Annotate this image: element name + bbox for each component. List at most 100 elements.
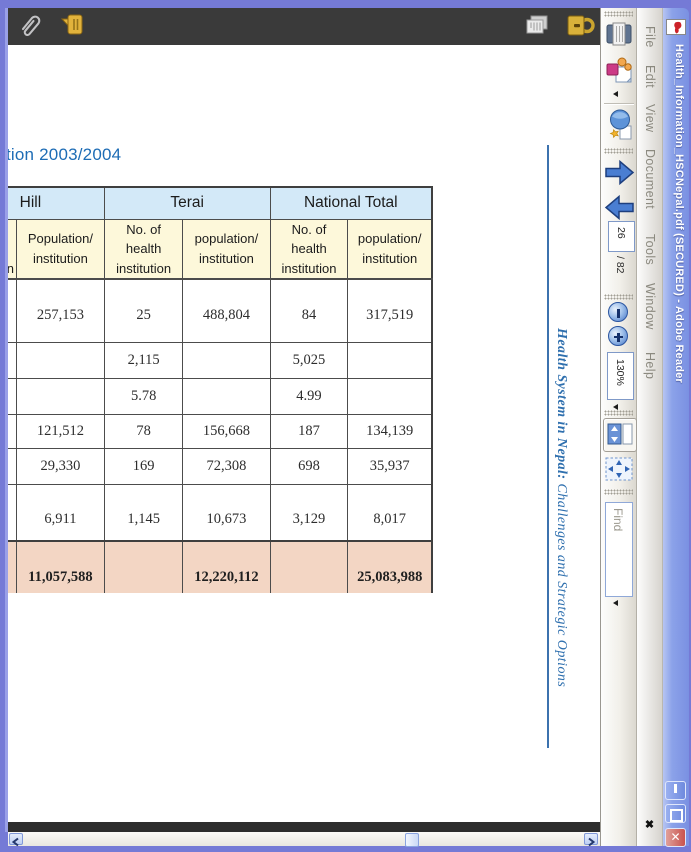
review-comment-button[interactable] xyxy=(604,55,634,90)
minimize-button[interactable] xyxy=(665,781,686,800)
previous-page-button[interactable] xyxy=(603,157,636,193)
dropdown-arrow-icon[interactable] xyxy=(613,91,618,97)
table-cell xyxy=(8,278,17,343)
table-total-cell: 12,220,112 xyxy=(182,540,271,593)
scrollbar-thumb[interactable] xyxy=(405,833,419,847)
table-cell xyxy=(347,341,433,379)
table-total-cell: 25,083,988 xyxy=(347,540,433,593)
menu-document[interactable]: Document xyxy=(643,149,657,210)
table-cell: 169 xyxy=(103,447,184,485)
chevron-right-icon xyxy=(585,834,597,851)
table-cell xyxy=(182,341,271,379)
table-cell: 121,512 xyxy=(15,413,105,449)
side-caption-regular: Challenges and Strategic Options xyxy=(554,479,569,688)
toolbar-separator xyxy=(604,103,634,105)
menu-tools[interactable]: Tools xyxy=(643,234,657,266)
pages-panel-button[interactable] xyxy=(521,12,551,44)
pdf-file-icon[interactable] xyxy=(665,17,687,43)
attachments-panel-button[interactable] xyxy=(17,11,43,46)
table-column-header: No. of health institution xyxy=(103,218,184,280)
table-cell: 3,129 xyxy=(269,483,349,542)
menu-file[interactable]: File xyxy=(643,26,657,48)
table-cell: 35,937 xyxy=(347,447,433,485)
minimize-icon xyxy=(674,784,677,793)
comments-panel-button[interactable] xyxy=(58,9,88,46)
table-group-header: Hill xyxy=(8,186,105,220)
scroll-right-button[interactable] xyxy=(584,833,598,847)
minus-icon xyxy=(617,308,620,318)
table-cell: 8,017 xyxy=(347,483,433,542)
table-group-header: National Total xyxy=(269,186,433,220)
table-column-header: population/ institution xyxy=(347,218,433,280)
maximize-button[interactable] xyxy=(665,804,686,823)
review-comment-icon xyxy=(604,57,634,89)
toolbar-grip[interactable] xyxy=(604,294,633,300)
next-page-button[interactable] xyxy=(603,192,636,228)
scroll-left-button[interactable] xyxy=(9,833,23,847)
table-cell: 72,308 xyxy=(182,447,271,485)
close-button[interactable]: ✕ xyxy=(665,828,686,847)
toolbar-grip[interactable] xyxy=(604,148,633,154)
table-column-header: No. of health institution xyxy=(269,218,349,280)
table-cell: 156,668 xyxy=(182,413,271,449)
table-total-cell: 11,057,588 xyxy=(15,540,105,593)
table-cell xyxy=(15,341,105,379)
document-close-button[interactable]: ✖ xyxy=(644,819,655,831)
table-total-cell xyxy=(103,540,184,593)
lock-icon xyxy=(565,15,597,44)
table-cell: 10,673 xyxy=(182,483,271,542)
table-cell: 1,145 xyxy=(103,483,184,542)
menu-window[interactable]: Window xyxy=(643,283,657,330)
table-group-header: Terai xyxy=(103,186,271,220)
scrolling-mode-button[interactable] xyxy=(603,418,637,452)
zoom-level-box[interactable] xyxy=(607,352,634,400)
arrow-right-icon xyxy=(603,159,636,192)
chevron-left-icon xyxy=(10,834,22,851)
toolbar-grip[interactable] xyxy=(604,11,633,17)
menu-help[interactable]: Help xyxy=(643,352,657,380)
table-cell xyxy=(8,377,17,415)
window-title: Health_Information_HSCNepal.pdf (SECURED… xyxy=(673,44,685,383)
table-cell: 5,025 xyxy=(269,341,349,379)
table-cell: 2,115 xyxy=(103,341,184,379)
page-count-label: / 82 xyxy=(614,256,626,274)
horizontal-scrollbar[interactable] xyxy=(8,832,600,847)
table-cell: 5.78 xyxy=(103,377,184,415)
table-row: 29,330 169 72,308 698 35,937 xyxy=(8,447,433,485)
table-cell xyxy=(8,483,17,542)
comment-note-icon xyxy=(58,14,88,45)
menu-view[interactable]: View xyxy=(643,104,657,133)
zoom-in-button[interactable] xyxy=(608,326,628,346)
table-cell xyxy=(347,377,433,415)
zoom-out-button[interactable] xyxy=(608,302,628,322)
print-button[interactable] xyxy=(604,20,634,53)
dropdown-arrow-icon[interactable] xyxy=(613,600,618,606)
table-total-row: 11,057,588 12,220,112 25,083,988 xyxy=(8,540,433,593)
table-cell: 4.99 xyxy=(269,377,349,415)
close-icon: ✕ xyxy=(670,830,681,844)
fit-page-icon xyxy=(605,457,633,486)
find-input[interactable] xyxy=(605,502,633,597)
table-column-header: Population/ institution xyxy=(15,218,105,280)
dropdown-arrow-icon[interactable] xyxy=(613,404,618,410)
toolbar-grip[interactable] xyxy=(604,489,633,495)
table-cell: 25 xyxy=(103,278,184,343)
menu-edit[interactable]: Edit xyxy=(643,65,657,89)
toolbar-grip[interactable] xyxy=(604,410,633,416)
table-cell: 698 xyxy=(269,447,349,485)
table-cell: 488,804 xyxy=(182,278,271,343)
fit-page-button[interactable] xyxy=(605,457,633,487)
page-number-input[interactable] xyxy=(608,221,635,252)
table-cell: 29,330 xyxy=(15,447,105,485)
table-cell xyxy=(182,377,271,415)
table-cell xyxy=(8,341,17,379)
table-total-cell xyxy=(8,540,17,593)
security-panel-button[interactable] xyxy=(565,12,597,45)
frame-highlight xyxy=(5,8,8,832)
title-bar[interactable]: Health_Information_HSCNepal.pdf (SECURED… xyxy=(663,8,689,847)
table-cell: 84 xyxy=(269,278,349,343)
collaborate-button[interactable] xyxy=(603,108,636,146)
